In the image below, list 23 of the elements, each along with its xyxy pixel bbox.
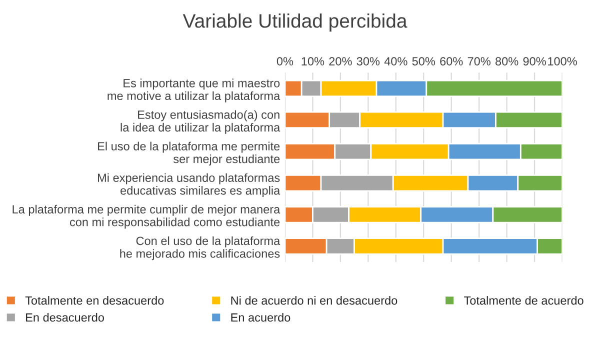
y-tick-label: Con el uso de la plataforma he mejorado mis calificaciones xyxy=(120,236,280,260)
x-tick-label: 20% xyxy=(329,57,352,66)
x-tick-label: 70% xyxy=(468,57,490,66)
y-tick-label: El uso de la plataforma me permite ser mejor estudiante xyxy=(98,142,280,166)
legend-label: En desacuerdo xyxy=(26,312,104,322)
x-tick-label: 0% xyxy=(276,57,294,66)
y-tick-label: Estoy entusiasmado(a) con la idea de utilizar la plataforma xyxy=(120,110,280,134)
legend-label: Ni de acuerdo ni en desacuerdo xyxy=(231,296,398,305)
chart-title: Variable Utilidad percibida xyxy=(182,14,408,32)
x-tick-label: 100% xyxy=(548,57,577,66)
x-tick-label: 30% xyxy=(356,57,380,66)
x-tick-label: 10% xyxy=(302,57,324,66)
x-tick-label: 90% xyxy=(523,57,546,66)
legend-label: Totalmente en desacuerdo xyxy=(25,296,164,305)
x-tick-label: 40% xyxy=(384,57,408,66)
x-tick-label: 80% xyxy=(496,57,518,66)
legend-label: En acuerdo xyxy=(231,312,290,322)
x-tick-label: 60% xyxy=(440,57,463,66)
y-tick-label: Es importante que mi maestro me motive a utilizar la plataforma xyxy=(108,78,280,102)
y-tick-label: Mi experiencia usando plataformas educativas similares es amplia xyxy=(98,173,280,198)
x-tick-label: 50% xyxy=(412,57,436,66)
legend-label: Totalmente de acuerdo xyxy=(464,296,584,305)
y-tick-label: La plataforma me permite cumplir de mejor manera con mi responsabilidad como estudiante xyxy=(12,204,280,229)
